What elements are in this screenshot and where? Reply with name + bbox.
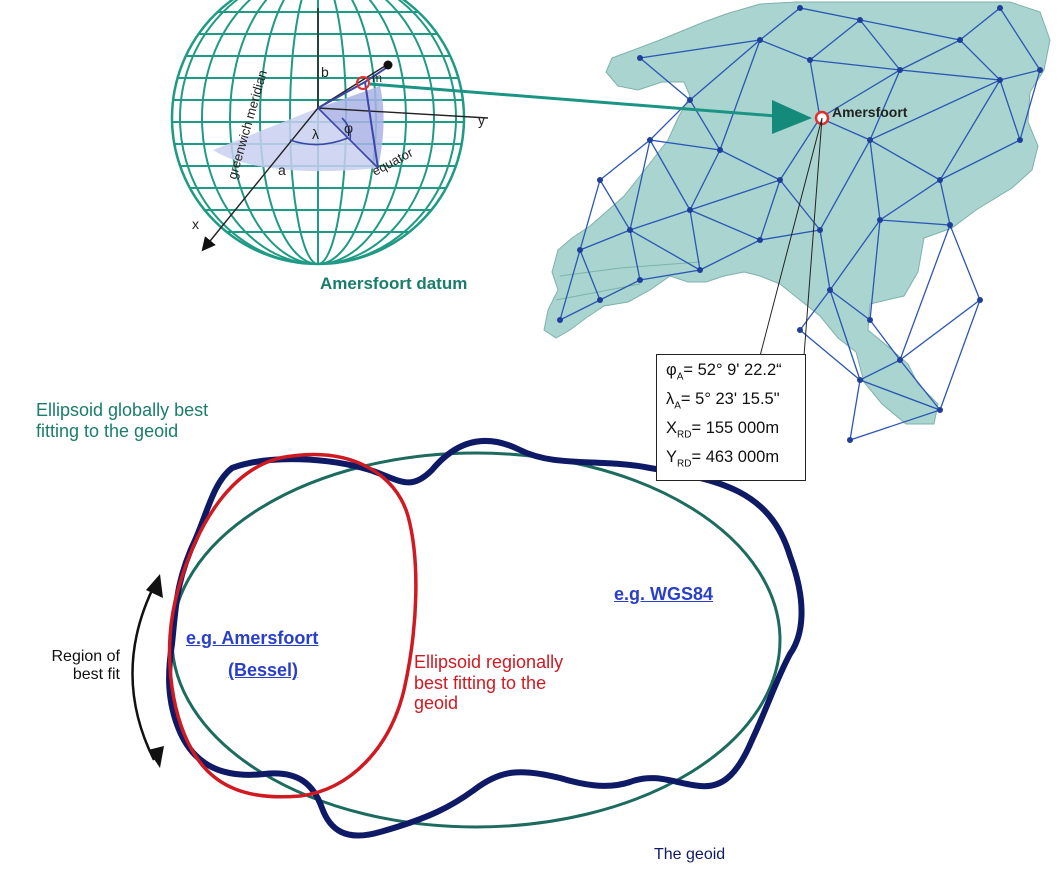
coord-symbol: λ xyxy=(666,390,675,408)
regional-label-line2: best fitting to the xyxy=(414,672,547,693)
region-label-line1: Region of xyxy=(51,648,121,665)
globe-point-marker xyxy=(356,76,370,90)
coord-symbol: φ xyxy=(666,361,677,379)
region-arrow xyxy=(131,581,158,761)
region-label-line2: best fit xyxy=(72,666,120,684)
coord-value: = 5° 23' 15.5" xyxy=(680,390,780,408)
amersfoort-link[interactable]: e.g. Amersfoort xyxy=(186,628,319,648)
axis-label-b: b xyxy=(321,64,329,80)
coord-line: λA= 5° 23' 15.5" xyxy=(666,390,805,419)
coord-value: = 463 000m xyxy=(691,448,780,466)
axis-label-y: y xyxy=(478,112,485,128)
angle-phi-label: φ xyxy=(344,120,354,136)
coord-value: = 155 000m xyxy=(691,419,780,437)
axis-label-a: a xyxy=(278,162,286,178)
amersfoort-map-label: Amersfoort xyxy=(832,104,908,120)
regional-label-line1: Ellipsoid regionally xyxy=(414,652,564,672)
coord-value: = 52° 9' 22.2“ xyxy=(683,361,782,379)
geoid-label: The geoid xyxy=(654,846,726,863)
coord-line: φA= 52° 9' 22.2“ xyxy=(666,361,805,390)
coord-line: YRD= 463 000m xyxy=(666,448,805,477)
callout-lines xyxy=(759,117,823,357)
network-nodes xyxy=(557,5,1043,443)
bessel-link[interactable]: (Bessel) xyxy=(228,660,299,680)
ellipse-diagram xyxy=(131,438,805,839)
coord-subscript: A xyxy=(676,371,684,383)
coord-subscript: RD xyxy=(677,458,692,470)
coord-symbol: Y xyxy=(666,448,678,466)
netherlands-map xyxy=(543,1,1051,443)
amersfoort-datum-caption: Amersfoort datum xyxy=(320,274,468,293)
region-of-best-fit-label: Region of best fit xyxy=(24,648,121,685)
globe-graticule xyxy=(172,0,464,264)
regional-ellipsoid xyxy=(167,452,418,799)
coord-subscript: A xyxy=(674,400,681,412)
global-ellipsoid-label: Ellipsoid globally best fitting to the g… xyxy=(36,400,208,441)
globe-point-label: m xyxy=(372,71,382,85)
global-label-line1: Ellipsoid globally best xyxy=(36,400,209,420)
regional-ellipsoid-label: Ellipsoid regionally best fitting to the… xyxy=(414,652,563,714)
axis-label-x: x xyxy=(192,216,199,232)
wgs84-link[interactable]: e.g. WGS84 xyxy=(614,584,714,604)
coord-line: XRD= 155 000m xyxy=(666,419,805,448)
datum-arrow xyxy=(369,82,812,134)
global-label-line2: fitting to the geoid xyxy=(36,420,179,441)
globe xyxy=(170,0,489,266)
coord-subscript: RD xyxy=(677,429,692,441)
coordinate-box: φA= 52° 9' 22.2“ λA= 5° 23' 15.5" XRD= 1… xyxy=(656,354,806,481)
globe-point-dot xyxy=(383,60,393,70)
angle-lambda-label: λ xyxy=(312,126,319,142)
coord-symbol: X xyxy=(666,419,678,437)
geoid-curve xyxy=(166,438,805,839)
regional-label-line3: geoid xyxy=(414,693,459,714)
